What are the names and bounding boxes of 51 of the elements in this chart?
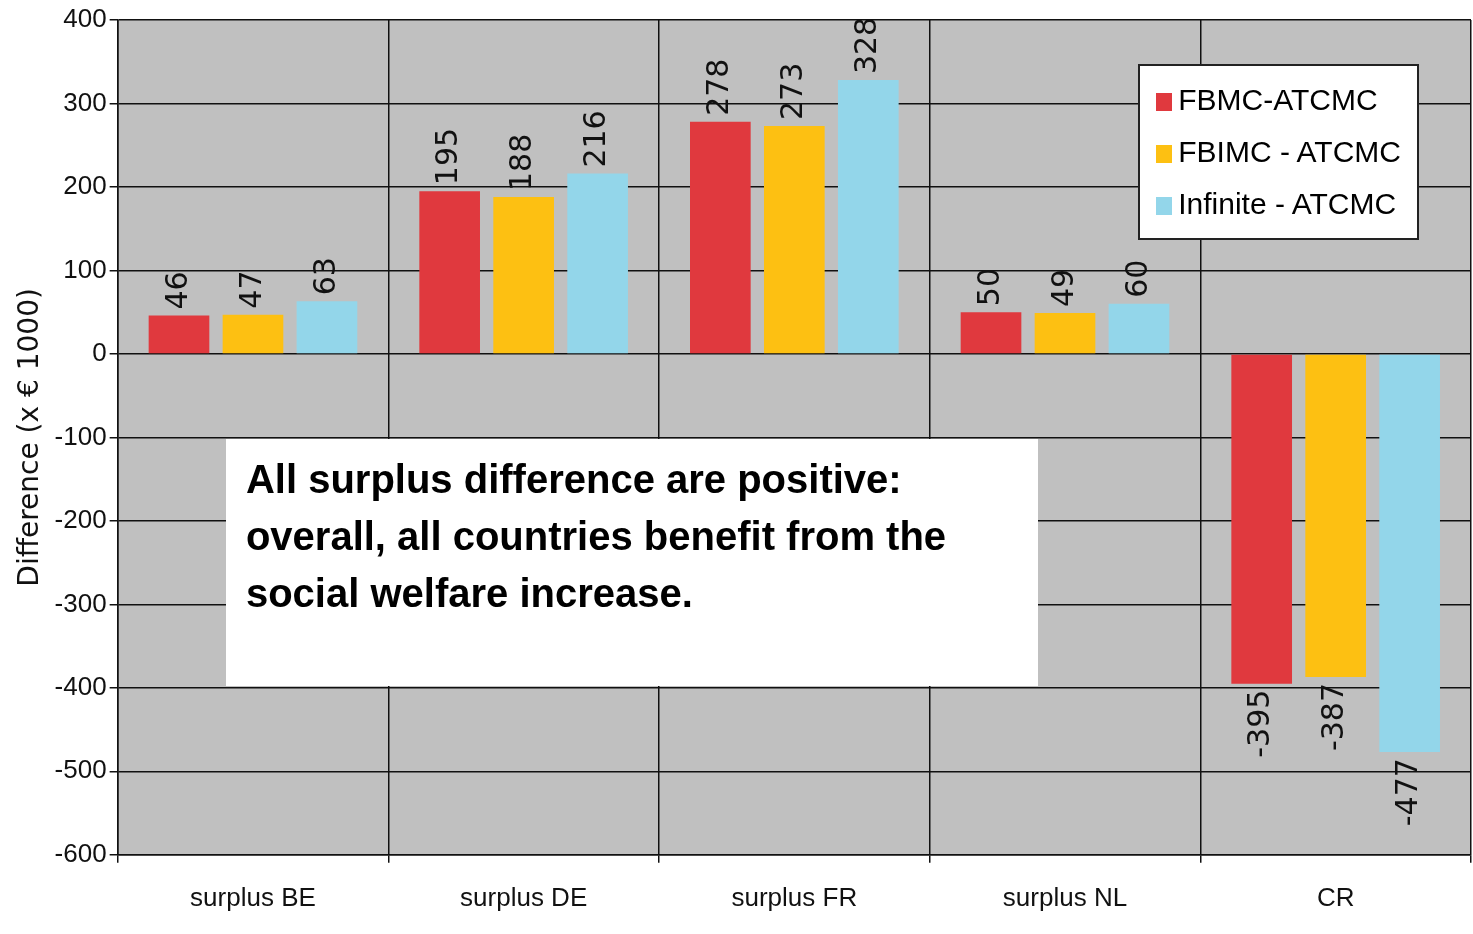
y-axis-title: Difference (x € 1000) [12, 288, 46, 587]
y-tick-label: -100 [54, 420, 107, 451]
y-tick-label: 400 [63, 3, 107, 34]
data-label: 273 [774, 62, 810, 121]
annotation: All surplus difference are positive: overall, all countries benefit from the social welfare increase. [225, 439, 1038, 686]
data-label: 195 [429, 127, 465, 186]
data-label: -477 [1389, 758, 1425, 827]
legend-label: FBMC-ATCMC [1177, 82, 1379, 118]
data-label: -395 [1241, 689, 1277, 758]
bar [960, 312, 1022, 354]
bar [493, 196, 554, 354]
data-label: 188 [503, 133, 539, 191]
data-label: -387 [1315, 682, 1351, 752]
data-label: 49 [1044, 268, 1080, 308]
data-label: 47 [232, 270, 268, 309]
data-label: 278 [700, 58, 736, 116]
y-tick-label: -400 [54, 671, 107, 702]
bar [763, 126, 825, 354]
data-label: 216 [577, 110, 613, 168]
y-tick-label: -600 [54, 837, 107, 868]
y-tick-label: -300 [54, 587, 107, 618]
bar [222, 314, 284, 354]
y-tick-label: 100 [63, 253, 107, 284]
bar [837, 80, 899, 354]
data-label: 50 [970, 267, 1006, 307]
legend-label: FBIMC - ATCMC [1177, 134, 1401, 170]
bar [296, 301, 358, 354]
bar [1305, 354, 1366, 677]
bar [419, 191, 480, 354]
data-label: 46 [158, 271, 194, 310]
data-label: 328 [848, 16, 884, 75]
bar [1379, 354, 1440, 753]
data-label: 63 [306, 257, 342, 296]
y-tick-label: -500 [54, 754, 107, 785]
y-tick-label: -200 [54, 504, 107, 535]
data-label: 60 [1118, 259, 1154, 298]
y-tick-label: 0 [92, 337, 107, 368]
bar [148, 315, 210, 354]
y-tick-label: 200 [63, 170, 107, 201]
x-tick-label: surplus BE [190, 881, 316, 912]
x-tick-label: surplus FR [731, 881, 858, 912]
y-tick-label: 300 [63, 86, 107, 117]
bar [690, 121, 751, 354]
bar [567, 173, 628, 354]
x-tick-label: CR [1316, 881, 1355, 912]
bar [1034, 313, 1096, 354]
legend-label: Infinite - ATCMC [1177, 186, 1398, 222]
bar [1231, 354, 1293, 684]
x-tick-label: surplus DE [460, 881, 588, 912]
bar [1108, 303, 1170, 354]
x-tick-label: surplus NL [1002, 881, 1128, 912]
